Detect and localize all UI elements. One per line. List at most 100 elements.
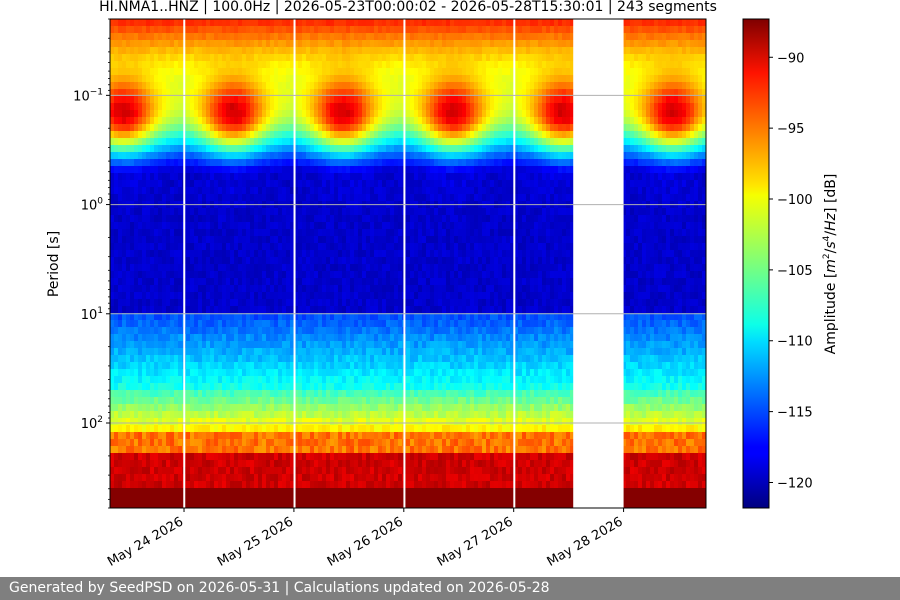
heatmap-cell: [202, 47, 207, 55]
heatmap-cell: [206, 124, 211, 132]
heatmap-cell: [386, 222, 391, 230]
heatmap-cell: [122, 47, 127, 55]
heatmap-cell: [138, 229, 143, 237]
heatmap-cell: [190, 467, 195, 475]
heatmap-cell: [378, 68, 383, 76]
heatmap-cell: [386, 285, 391, 293]
heatmap-cell: [210, 376, 215, 384]
heatmap-cell: [322, 432, 327, 440]
heatmap-cell: [178, 26, 183, 34]
heatmap-cell: [310, 68, 315, 76]
heatmap-cell: [134, 166, 139, 174]
heatmap-cell: [150, 194, 155, 202]
heatmap-cell: [278, 271, 283, 279]
heatmap-cell: [246, 208, 251, 216]
heatmap-cell: [282, 467, 287, 475]
heatmap-cell: [222, 215, 227, 223]
heatmap-cell: [142, 75, 147, 83]
heatmap-cell: [294, 26, 299, 34]
heatmap-cell: [274, 117, 279, 125]
heatmap-cell: [218, 390, 223, 398]
heatmap-cell: [354, 250, 359, 258]
heatmap-cell: [174, 26, 179, 34]
heatmap-cell: [390, 425, 395, 433]
heatmap-cell: [266, 271, 271, 279]
heatmap-cell: [118, 173, 123, 181]
heatmap-cell: [350, 187, 355, 195]
heatmap-cell: [366, 103, 371, 111]
heatmap-cell: [186, 313, 191, 321]
heatmap-cell: [234, 369, 239, 377]
heatmap-cell: [286, 89, 291, 97]
heatmap-cell: [134, 208, 139, 216]
heatmap-cell: [130, 131, 135, 139]
heatmap-cell: [306, 236, 311, 244]
heatmap-cell: [390, 257, 395, 265]
heatmap-cell: [370, 40, 375, 48]
heatmap-cell: [206, 236, 211, 244]
heatmap-cell: [170, 68, 175, 76]
heatmap-cell: [258, 47, 263, 55]
heatmap-cell: [174, 334, 179, 342]
heatmap-cell: [322, 208, 327, 216]
heatmap-cell: [214, 306, 219, 314]
heatmap-cell: [178, 208, 183, 216]
heatmap-cell: [254, 250, 259, 258]
heatmap-cell: [226, 236, 231, 244]
heatmap-cell: [242, 285, 247, 293]
heatmap-cell: [230, 47, 235, 55]
heatmap-cell: [362, 173, 367, 181]
heatmap-cell: [370, 271, 375, 279]
heatmap-cell: [386, 453, 391, 461]
heatmap-cell: [370, 89, 375, 97]
heatmap-cell: [326, 138, 331, 146]
heatmap-cell: [146, 187, 151, 195]
heatmap-cell: [142, 432, 147, 440]
heatmap-cell: [294, 229, 299, 237]
heatmap-cell: [226, 124, 231, 132]
heatmap-cell: [202, 376, 207, 384]
heatmap-cell: [146, 271, 151, 279]
heatmap-cell: [270, 285, 275, 293]
heatmap-cell: [306, 68, 311, 76]
heatmap-cell: [126, 145, 131, 153]
heatmap-cell: [234, 453, 239, 461]
heatmap-cell: [186, 250, 191, 258]
heatmap-cell: [134, 180, 139, 188]
heatmap-cell: [150, 355, 155, 363]
heatmap-cell: [118, 467, 123, 475]
heatmap-cell: [282, 418, 287, 426]
heatmap-cell: [194, 236, 199, 244]
heatmap-cell: [194, 488, 199, 496]
heatmap-cell: [322, 334, 327, 342]
heatmap-cell: [234, 432, 239, 440]
heatmap-cell: [130, 383, 135, 391]
heatmap-cell: [274, 131, 279, 139]
heatmap-cell: [314, 152, 319, 160]
heatmap-cell: [350, 166, 355, 174]
heatmap-cell: [210, 61, 215, 69]
heatmap-cell: [222, 110, 227, 118]
heatmap-cell: [190, 33, 195, 41]
heatmap-cell: [202, 362, 207, 370]
heatmap-cell: [254, 404, 259, 412]
heatmap-cell: [306, 180, 311, 188]
heatmap-cell: [246, 446, 251, 454]
heatmap-cell: [382, 131, 387, 139]
heatmap-cell: [302, 502, 307, 508]
heatmap-cell: [218, 33, 223, 41]
heatmap-cell: [326, 355, 331, 363]
heatmap-cell: [154, 355, 159, 363]
heatmap-cell: [226, 355, 231, 363]
heatmap-cell: [166, 460, 171, 468]
heatmap-cell: [278, 446, 283, 454]
heatmap-cell: [250, 348, 255, 356]
heatmap-cell: [314, 229, 319, 237]
heatmap-cell: [378, 383, 383, 391]
heatmap-cell: [242, 306, 247, 314]
heatmap-cell: [246, 383, 251, 391]
heatmap-cell: [142, 355, 147, 363]
heatmap-cell: [314, 306, 319, 314]
heatmap-cell: [286, 271, 291, 279]
heatmap-cell: [210, 439, 215, 447]
